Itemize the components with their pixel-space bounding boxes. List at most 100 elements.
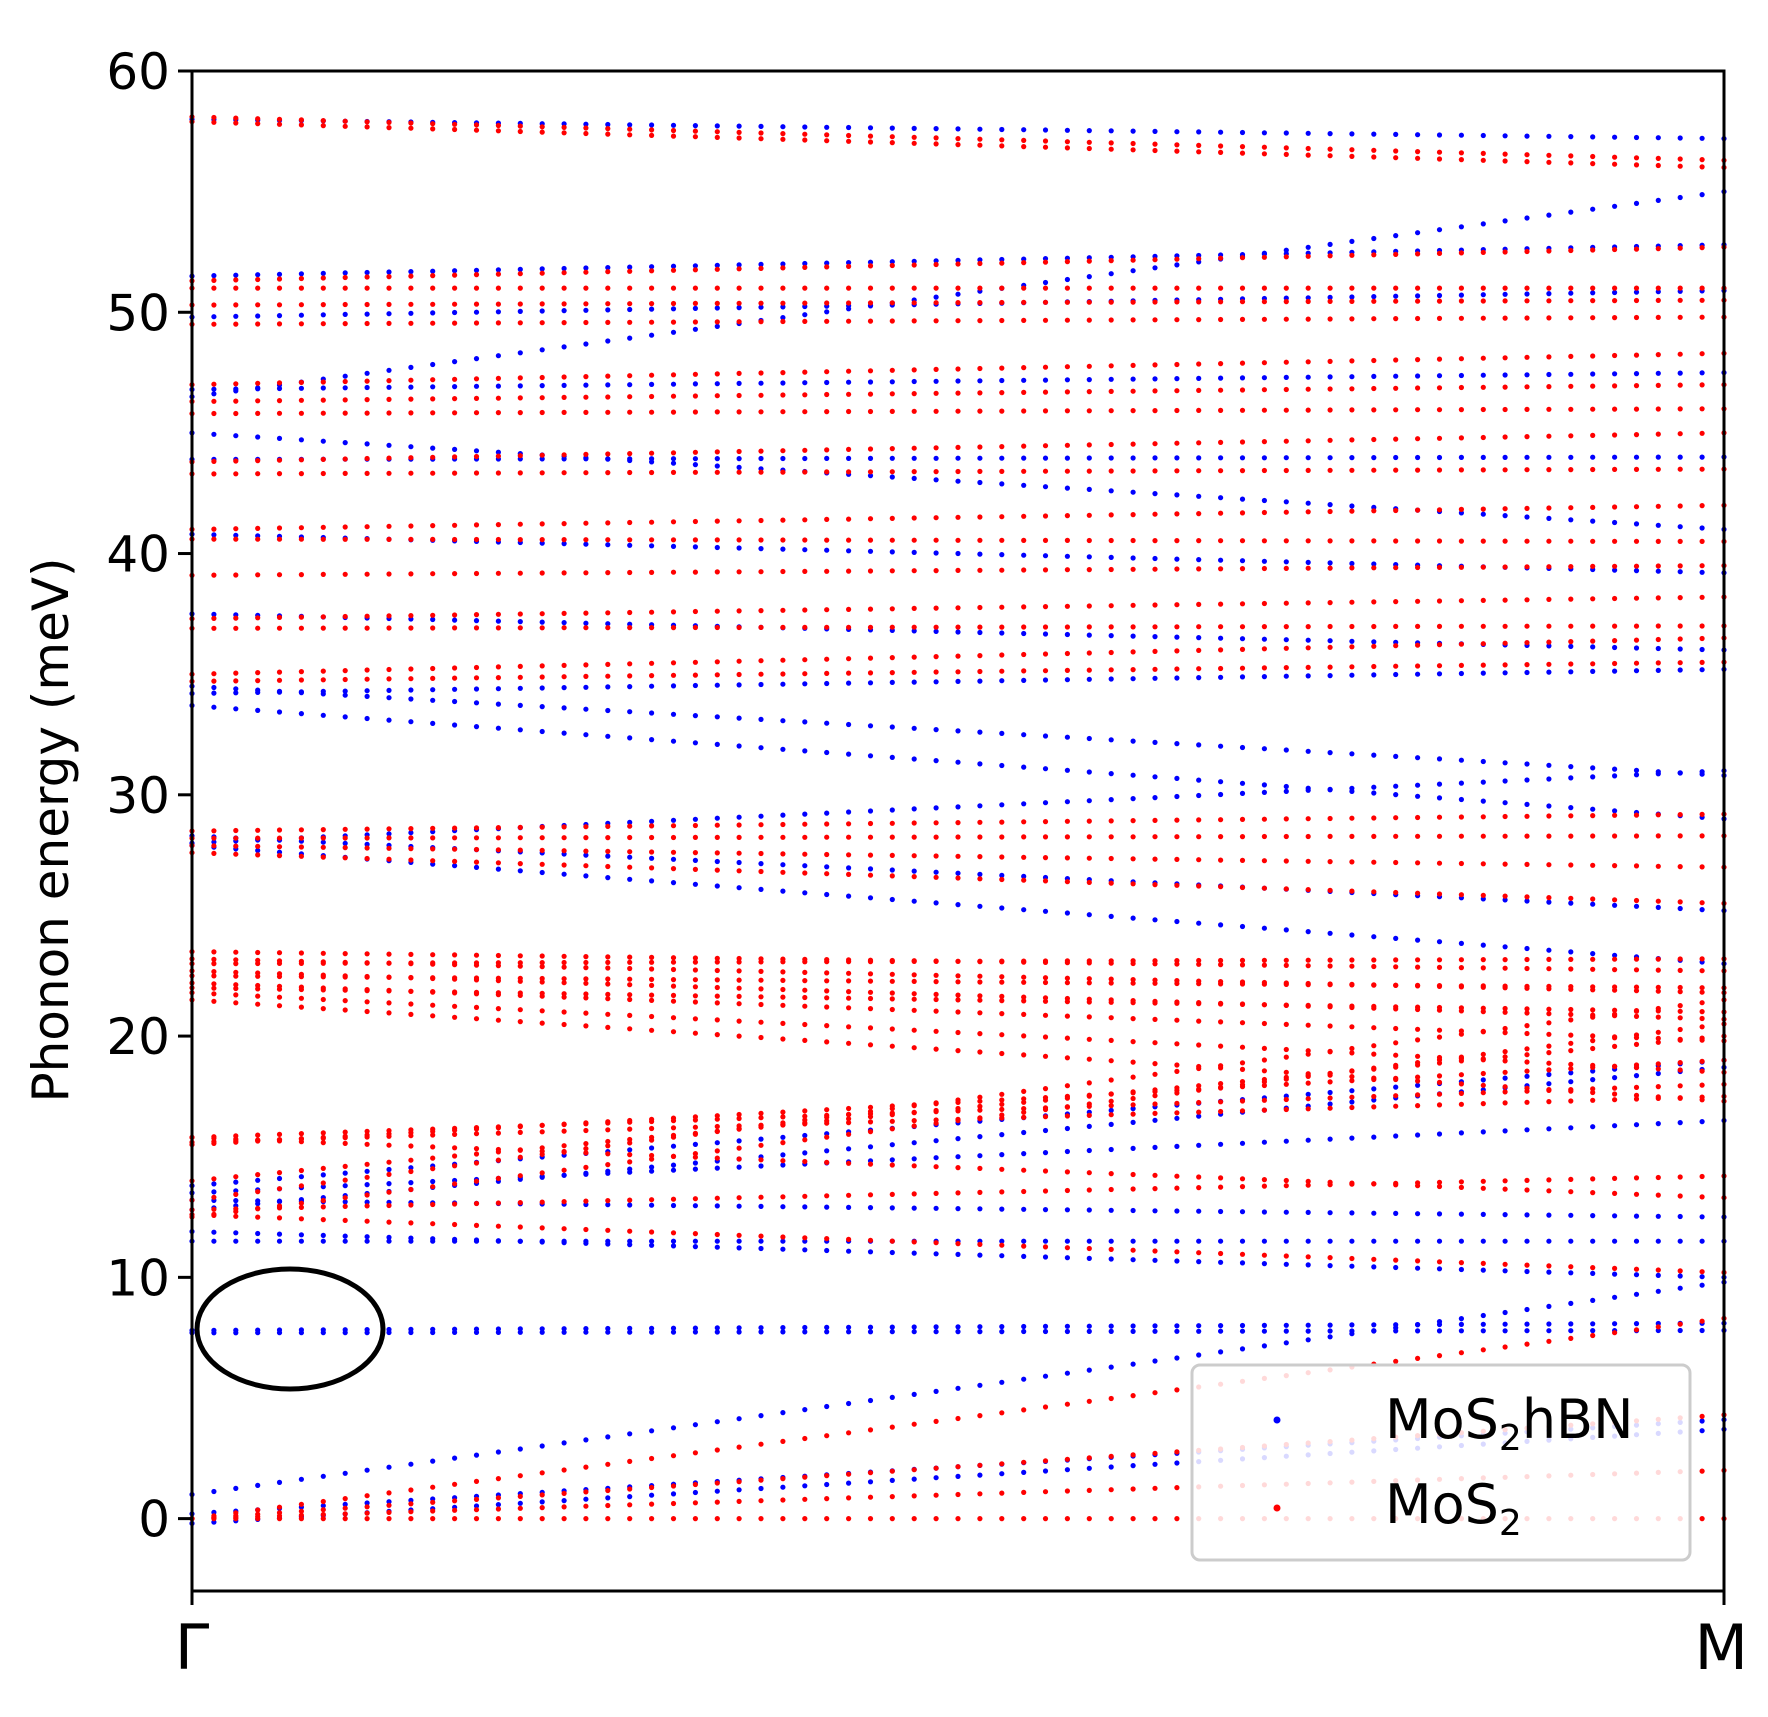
mos2-point (583, 270, 588, 275)
mos2-point (1262, 1079, 1267, 1084)
mos2-point (1700, 660, 1705, 665)
mos2-point (1393, 1182, 1398, 1187)
mos2-point (474, 302, 479, 307)
mos2hbn-point (1218, 130, 1223, 135)
mos2-point (1371, 358, 1376, 363)
mos2-point (649, 268, 654, 273)
mos2-point (802, 1159, 807, 1164)
mos2-point (1415, 299, 1420, 304)
mos2-point (1481, 467, 1486, 472)
mos2hbn-point (1700, 1428, 1705, 1433)
mos2hbn-point (1306, 786, 1311, 791)
mos2-point (737, 301, 742, 306)
mos2-point (321, 1512, 326, 1517)
mos2hbn-point (1634, 201, 1639, 206)
mos2-point (671, 394, 676, 399)
mos2hbn-point (1152, 1118, 1157, 1123)
mos2hbn-point (277, 1176, 282, 1181)
mos2hbn-point (715, 1419, 720, 1424)
mos2hbn-point (1415, 783, 1420, 788)
mos2hbn-point (1481, 1239, 1486, 1244)
mos2-point (1459, 642, 1464, 647)
mos2-point (343, 998, 348, 1003)
mos2-point (211, 278, 216, 283)
mos2-point (277, 321, 282, 326)
mos2-point (1109, 856, 1114, 861)
mos2-point (737, 1195, 742, 1200)
mos2-point (1065, 1402, 1070, 1407)
mos2-point (496, 454, 501, 459)
mos2-point (955, 820, 960, 825)
mos2hbn-point (846, 722, 851, 727)
mos2-point (1678, 246, 1683, 251)
mos2-point (1262, 665, 1267, 670)
mos2-point (846, 469, 851, 474)
mos2hbn-point (1568, 455, 1573, 460)
mos2hbn-point (583, 308, 588, 313)
mos2-point (1306, 566, 1311, 571)
mos2hbn-point (1393, 294, 1398, 299)
mos2-point (386, 835, 391, 840)
mos2hbn-point (496, 867, 501, 872)
mos2hbn-point (1590, 1213, 1595, 1218)
mos2-point (1174, 883, 1179, 888)
mos2hbn-point (1393, 455, 1398, 460)
mos2hbn-point (1262, 1323, 1267, 1328)
mos2-point (671, 1125, 676, 1130)
mos2hbn-point (1262, 455, 1267, 460)
mos2hbn-point (1065, 1329, 1070, 1334)
mos2-point (1371, 860, 1376, 865)
mos2hbn-point (780, 813, 785, 818)
mos2-point (955, 959, 960, 964)
mos2hbn-point (430, 687, 435, 692)
mos2-point (846, 369, 851, 374)
mos2-point (1043, 365, 1048, 370)
mos2hbn-point (715, 1166, 720, 1171)
mos2-point (1043, 390, 1048, 395)
mos2-point (430, 989, 435, 994)
mos2-point (474, 1223, 479, 1228)
mos2-point (299, 471, 304, 476)
mos2-point (321, 951, 326, 956)
mos2hbn-point (518, 727, 523, 732)
mos2-point (386, 846, 391, 851)
mos2-point (299, 854, 304, 859)
mos2-point (737, 994, 742, 999)
mos2hbn-point (1218, 558, 1223, 563)
mos2hbn-point (211, 387, 216, 392)
mos2-point (1678, 1060, 1683, 1065)
mos2-point (1240, 1020, 1245, 1025)
mos2hbn-point (1656, 668, 1661, 673)
mos2-point (1481, 250, 1486, 255)
mos2hbn-point (1524, 777, 1529, 782)
mos2-point (1218, 566, 1223, 571)
mos2-point (583, 662, 588, 667)
mos2hbn-point (1284, 1239, 1289, 1244)
mos2-point (1612, 984, 1617, 989)
mos2hbn-point (1393, 792, 1398, 797)
mos2-point (299, 117, 304, 122)
mos2hbn-point (824, 456, 829, 461)
mos2-point (1240, 1002, 1245, 1007)
mos2hbn-point (299, 1477, 304, 1482)
mos2-point (452, 1004, 457, 1009)
mos2hbn-point (715, 1239, 720, 1244)
mos2-point (999, 1112, 1004, 1117)
mos2-point (999, 1516, 1004, 1521)
mos2hbn-point (1459, 941, 1464, 946)
mos2hbn-point (605, 542, 610, 547)
mos2hbn-point (1393, 233, 1398, 238)
mos2hbn-point (1021, 1254, 1026, 1259)
mos2-point (321, 1507, 326, 1512)
mos2hbn-point (1634, 668, 1639, 673)
mos2-point (715, 319, 720, 324)
mos2-point (408, 989, 413, 994)
mos2-point (1503, 249, 1508, 254)
mos2hbn-point (233, 706, 238, 711)
mos2-point (627, 625, 632, 630)
mos2-point (1634, 1327, 1639, 1332)
mos2-point (1459, 385, 1464, 390)
mos2hbn-point (1262, 498, 1267, 503)
mos2-point (605, 1119, 610, 1124)
mos2-point (1240, 1067, 1245, 1072)
